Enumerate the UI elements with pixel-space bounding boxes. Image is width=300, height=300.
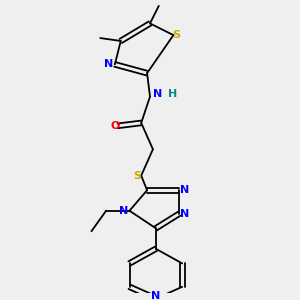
Text: N: N bbox=[153, 89, 162, 99]
Text: H: H bbox=[168, 89, 177, 99]
Text: N: N bbox=[181, 209, 190, 219]
Text: N: N bbox=[104, 59, 114, 69]
Text: S: S bbox=[172, 30, 180, 40]
Text: N: N bbox=[151, 291, 160, 300]
Text: S: S bbox=[133, 171, 141, 181]
Text: N: N bbox=[119, 206, 128, 216]
Text: O: O bbox=[110, 121, 120, 131]
Text: N: N bbox=[181, 185, 190, 195]
